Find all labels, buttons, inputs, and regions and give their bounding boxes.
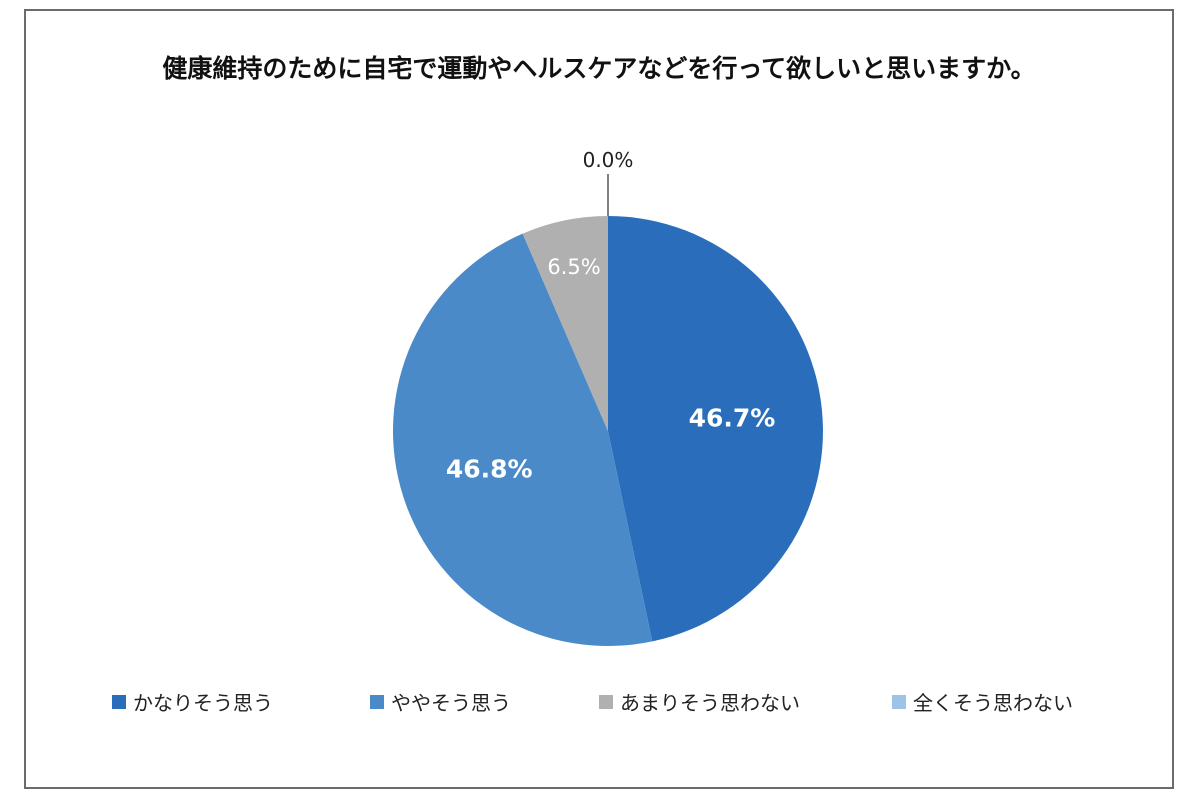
chart-frame: 健康維持のために自宅で運動やヘルスケアなどを行って欲しいと思いますか。 46.7… xyxy=(24,9,1174,789)
pie-chart: 46.7% 46.8% 6.5% 0.0% xyxy=(393,148,823,646)
legend-item-4: 全くそう思わない xyxy=(892,687,1073,716)
legend-label-1: かなりそう思う xyxy=(133,691,273,715)
legend-swatch-2 xyxy=(370,694,384,709)
pie-slices xyxy=(393,216,823,646)
legend-label-4: 全くそう思わない xyxy=(913,691,1073,715)
slice-4-value-label: 0.0% xyxy=(583,148,634,172)
legend-item-2: ややそう思う xyxy=(370,687,511,716)
legend-label-2: ややそう思う xyxy=(391,691,511,715)
slice-1 xyxy=(608,216,823,642)
legend-swatch-4 xyxy=(892,694,906,709)
legend-label-3: あまりそう思わない xyxy=(620,691,800,715)
slice-3-value-label: 6.5% xyxy=(547,255,600,279)
chart-title: 健康維持のために自宅で運動やヘルスケアなどを行って欲しいと思いますか。 xyxy=(162,54,1036,83)
slice-1-value-label: 46.7% xyxy=(689,404,776,433)
slice-2-value-label: 46.8% xyxy=(446,454,533,483)
pie-labels: 46.7% 46.8% 6.5% 0.0% xyxy=(446,148,776,483)
slice-2 xyxy=(393,233,653,646)
legend-item-1: かなりそう思う xyxy=(112,687,273,716)
legend: かなりそう思う ややそう思う あまりそう思わない 全くそう思わない xyxy=(26,687,1172,717)
slice-3 xyxy=(522,216,608,431)
legend-swatch-1 xyxy=(112,694,126,709)
legend-swatch-3 xyxy=(599,694,613,709)
legend-item-3: あまりそう思わない xyxy=(599,687,800,716)
